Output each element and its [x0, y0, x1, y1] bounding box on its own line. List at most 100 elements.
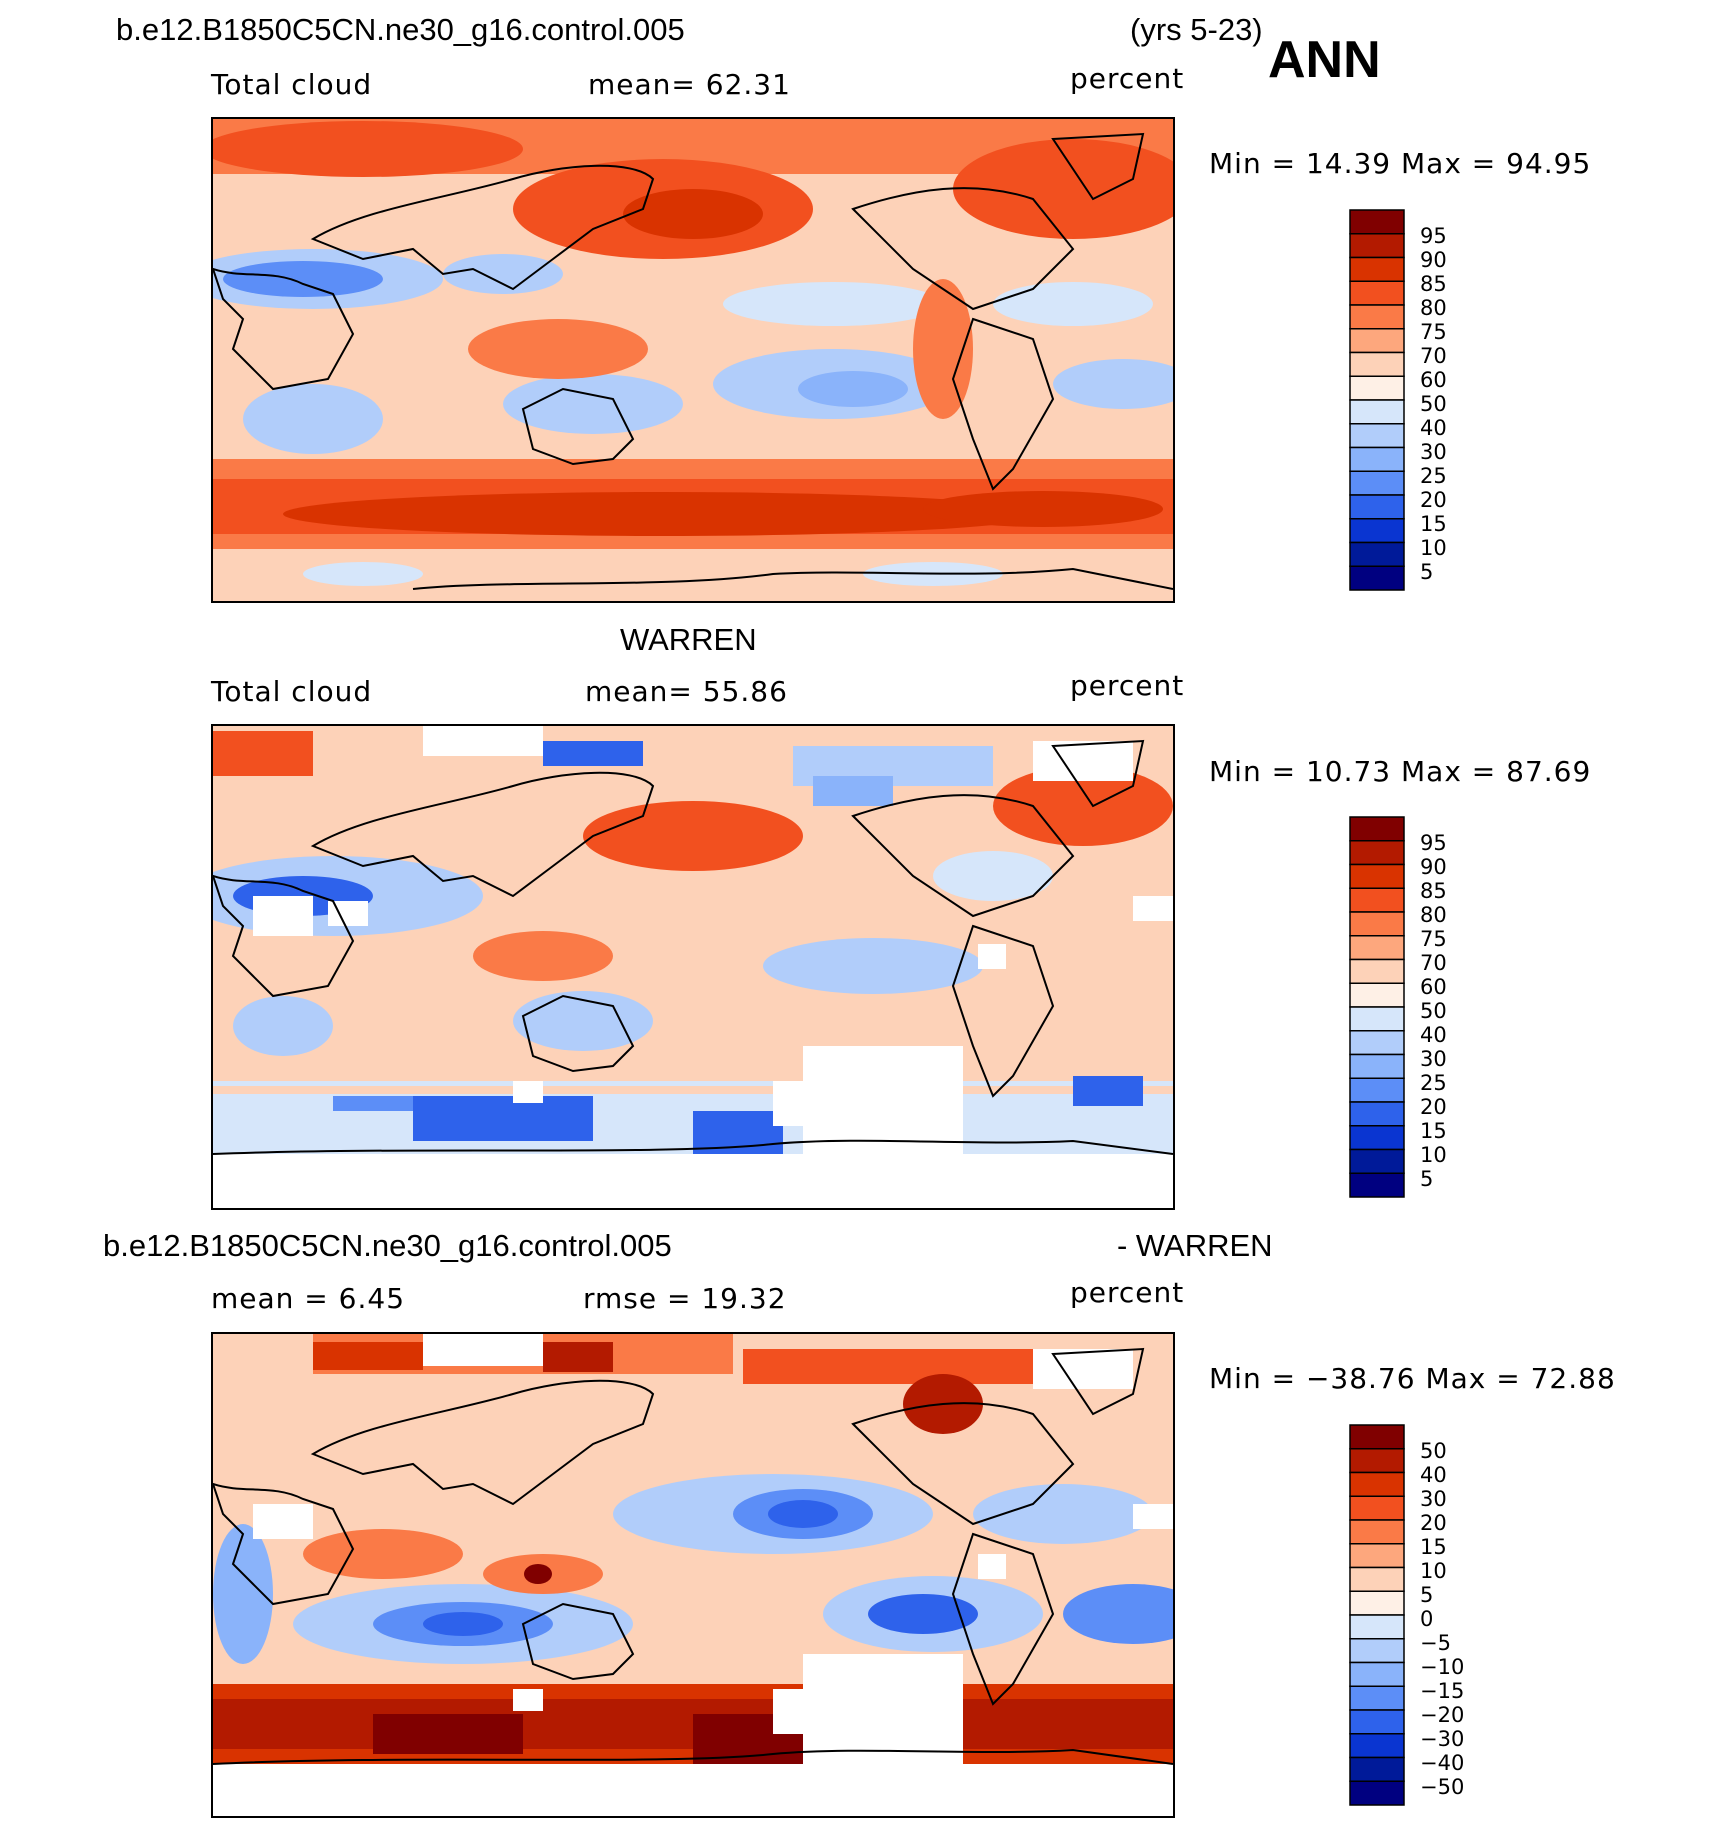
colorbar-swatch	[1349, 351, 1405, 377]
panel3-colorbar-label: −15	[1420, 1679, 1465, 1703]
colorbar-swatch	[1349, 1053, 1405, 1079]
colorbar-swatch	[1349, 1519, 1405, 1545]
colorbar-swatch	[1349, 1077, 1405, 1103]
panel1-colorbar-label: 95	[1420, 224, 1447, 248]
colorbar-swatch	[1349, 1543, 1405, 1569]
colorbar-swatch	[1349, 1101, 1405, 1127]
colorbar-swatch	[1349, 1148, 1405, 1174]
panel1-coastlines	[213, 132, 1173, 590]
panel2-title: WARREN	[620, 622, 757, 657]
panel2-colorbar-label: 90	[1420, 855, 1447, 879]
colorbar-swatch	[1349, 1756, 1405, 1782]
colorbar-swatch	[1349, 423, 1405, 449]
panel3-colorbar-label: −40	[1420, 1751, 1465, 1775]
colorbar-swatch	[1349, 1780, 1405, 1806]
panel3-colorbar-label: −30	[1420, 1727, 1465, 1751]
panel2-field	[213, 726, 1173, 1208]
panel3-units-label: percent	[1070, 1276, 1185, 1309]
panel1-colorbar-label: 40	[1420, 416, 1447, 440]
panel3-map	[211, 1332, 1175, 1818]
colorbar-swatch	[1349, 863, 1405, 889]
colorbar-swatch	[1349, 982, 1405, 1008]
colorbar-swatch	[1349, 1495, 1405, 1521]
panel3-minmax-label: Min = −38.76 Max = 72.88	[1209, 1362, 1616, 1395]
panel3-colorbar-label: −50	[1420, 1775, 1465, 1799]
panel3-colorbar-label: −5	[1420, 1631, 1451, 1655]
panel1-colorbar-label: 25	[1420, 464, 1447, 488]
panel1-field	[213, 119, 1173, 601]
panel2-mean-label: mean= 55.86	[585, 675, 788, 708]
panel3-field	[213, 1334, 1173, 1816]
colorbar-swatch	[1349, 518, 1405, 544]
panel1-colorbar-label: 75	[1420, 320, 1447, 344]
colorbar-swatch	[1349, 935, 1405, 961]
panel1-mean-label: mean= 62.31	[588, 68, 791, 101]
colorbar-swatch	[1349, 470, 1405, 496]
colorbar-swatch	[1349, 887, 1405, 913]
panel3-rmse-label: rmse = 19.32	[583, 1282, 787, 1315]
panel1-colorbar-label: 20	[1420, 488, 1447, 512]
panel3-colorbar-label: 40	[1420, 1463, 1447, 1487]
colorbar-swatch	[1349, 1424, 1405, 1450]
panel2-colorbar-label: 95	[1420, 831, 1447, 855]
panel2-colorbar-label: 25	[1420, 1071, 1447, 1095]
panel1-colorbar-label: 30	[1420, 440, 1447, 464]
colorbar-swatch	[1349, 209, 1405, 235]
colorbar-swatch	[1349, 1125, 1405, 1151]
panel2-colorbar-label: 10	[1420, 1143, 1447, 1167]
panel1-colorbar-label: 50	[1420, 392, 1447, 416]
colorbar-swatch	[1349, 1590, 1405, 1616]
panel2-colorbar-label: 15	[1420, 1119, 1447, 1143]
colorbar-swatch	[1349, 1709, 1405, 1735]
colorbar-swatch	[1349, 911, 1405, 937]
panel3-title-right: - WARREN	[1117, 1228, 1273, 1263]
panel1-colorbar-label: 10	[1420, 536, 1447, 560]
colorbar-swatch	[1349, 1006, 1405, 1032]
panel2-units-label: percent	[1070, 669, 1185, 702]
panel1-minmax-label: Min = 14.39 Max = 94.95	[1209, 147, 1592, 180]
panel3-colorbar-label: 5	[1420, 1583, 1434, 1607]
panel2-colorbar-label: 30	[1420, 1047, 1447, 1071]
panel2-colorbar	[1349, 816, 1405, 1198]
panel2-colorbar-label: 40	[1420, 1023, 1447, 1047]
panel2-variable-label: Total cloud	[211, 675, 373, 708]
panel2-colorbar-label: 20	[1420, 1095, 1447, 1119]
panel3-colorbar-label: 30	[1420, 1487, 1447, 1511]
panel2-minmax-label: Min = 10.73 Max = 87.69	[1209, 755, 1592, 788]
panel2-colorbar-label: 85	[1420, 879, 1447, 903]
colorbar-swatch	[1349, 1614, 1405, 1640]
colorbar-swatch	[1349, 375, 1405, 401]
colorbar-swatch	[1349, 816, 1405, 842]
colorbar-swatch	[1349, 1030, 1405, 1056]
colorbar-swatch	[1349, 280, 1405, 306]
panel2-colorbar-label: 80	[1420, 903, 1447, 927]
colorbar-swatch	[1349, 446, 1405, 472]
panel2-colorbar-label: 75	[1420, 927, 1447, 951]
panel1-map	[211, 117, 1175, 603]
panel3-colorbar-label: 20	[1420, 1511, 1447, 1535]
colorbar-swatch	[1349, 565, 1405, 591]
panel2-map	[211, 724, 1175, 1210]
panel2-coastlines	[213, 739, 1173, 1155]
colorbar-swatch	[1349, 958, 1405, 984]
colorbar-swatch	[1349, 1566, 1405, 1592]
panel3-title-left: b.e12.B1850C5CN.ne30_g16.control.005	[103, 1228, 672, 1263]
colorbar-swatch	[1349, 494, 1405, 520]
panel3-colorbar-label: 0	[1420, 1607, 1434, 1631]
panel1-colorbar-label: 5	[1420, 560, 1434, 584]
colorbar-swatch	[1349, 1638, 1405, 1664]
panel3-colorbar	[1349, 1424, 1405, 1806]
colorbar-swatch	[1349, 304, 1405, 330]
panel1-colorbar-label: 70	[1420, 344, 1447, 368]
panel1-colorbar-label: 80	[1420, 296, 1447, 320]
panel3-colorbar-label: 50	[1420, 1439, 1447, 1463]
panel1-colorbar	[1349, 209, 1405, 591]
colorbar-swatch	[1349, 233, 1405, 259]
colorbar-swatch	[1349, 840, 1405, 866]
colorbar-swatch	[1349, 1685, 1405, 1711]
colorbar-swatch	[1349, 256, 1405, 282]
colorbar-swatch	[1349, 1661, 1405, 1687]
panel1-variable-label: Total cloud	[211, 68, 373, 101]
panel3-colorbar-label: 15	[1420, 1535, 1447, 1559]
panel3-mean-label: mean = 6.45	[211, 1282, 406, 1315]
